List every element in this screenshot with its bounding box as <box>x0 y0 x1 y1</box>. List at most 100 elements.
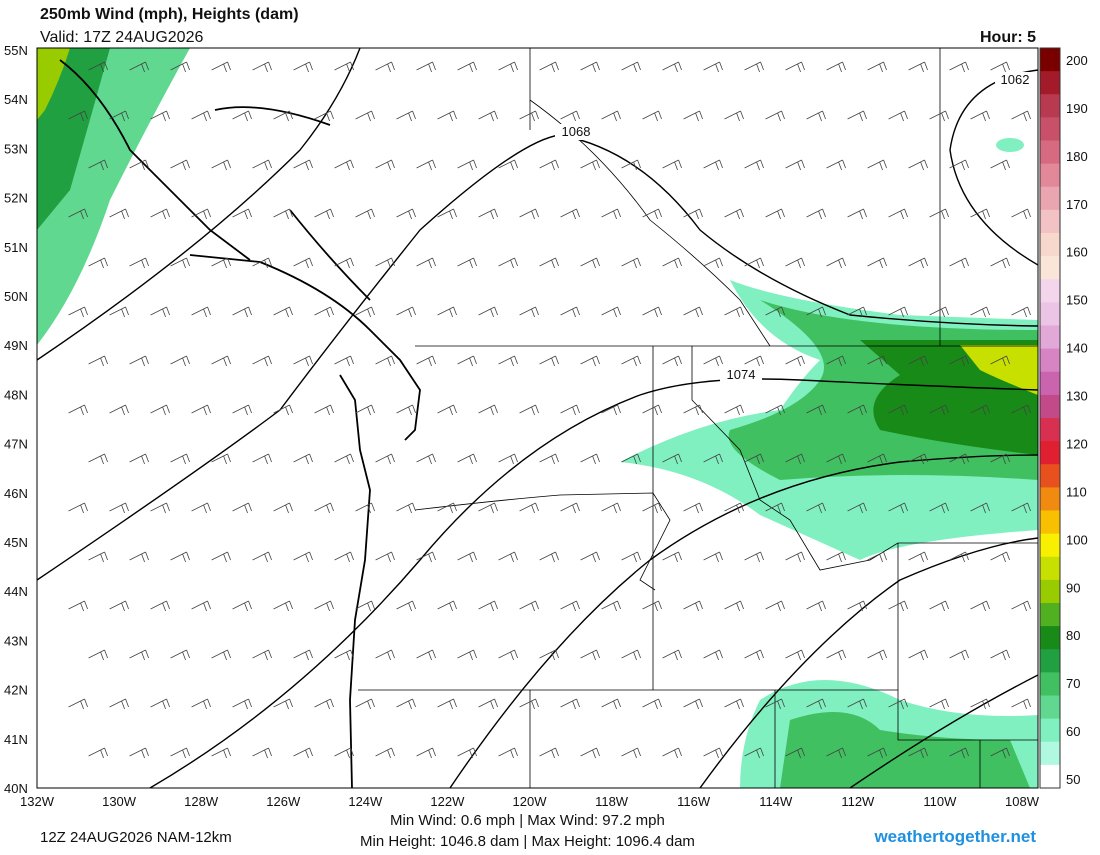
wind-barb <box>109 600 129 612</box>
wind-barb <box>88 159 108 171</box>
wind-barb <box>560 600 580 612</box>
wind-barb <box>293 257 313 269</box>
wind-barb <box>724 306 744 318</box>
wind-barb <box>847 502 867 514</box>
wind-barb <box>252 551 272 563</box>
wind-barb <box>273 306 293 318</box>
wind-barb <box>744 61 764 73</box>
wind-barb <box>867 159 887 171</box>
wind-barb <box>334 355 354 367</box>
lat-label: 45N <box>4 535 28 550</box>
valid-time: Valid: 17Z 24AUG2026 <box>40 29 203 46</box>
lat-label: 55N <box>4 43 28 58</box>
wind-barb <box>642 502 662 514</box>
wind-barb <box>888 698 908 710</box>
map-area: 1068 1074 1062 <box>37 48 1038 788</box>
wind-barb <box>191 208 211 220</box>
wind-barb <box>847 600 867 612</box>
wind-barb <box>129 159 149 171</box>
wind-barb <box>601 306 621 318</box>
colorbar-label: 70 <box>1066 676 1080 691</box>
wind-barb <box>724 110 744 122</box>
wind-barb <box>334 747 354 759</box>
wind-barb <box>109 502 129 514</box>
wind-barb <box>847 698 867 710</box>
wind-barb <box>519 698 539 710</box>
wind-barb <box>785 61 805 73</box>
wind-barb <box>375 649 395 661</box>
wind-barbs <box>68 61 1031 759</box>
colorbar-cell <box>1040 163 1060 188</box>
wind-barb <box>580 61 600 73</box>
wind-barb <box>765 698 785 710</box>
wind-barb <box>826 257 846 269</box>
wind-barb <box>539 551 559 563</box>
wind-barb <box>642 600 662 612</box>
colorbar-cell <box>1040 603 1060 627</box>
wind-barb <box>396 600 416 612</box>
wind-barb <box>826 159 846 171</box>
colorbar-frame <box>1039 47 1061 789</box>
wind-barb <box>191 306 211 318</box>
wind-barb <box>129 355 149 367</box>
wind-barb <box>437 110 457 122</box>
wind-barb <box>519 600 539 612</box>
wind-barb <box>580 257 600 269</box>
wind-barb <box>601 698 621 710</box>
wind-barb <box>990 551 1010 563</box>
wind-barb <box>519 404 539 416</box>
wind-barb <box>416 453 436 465</box>
wind-barb <box>232 502 252 514</box>
wind-barb <box>170 257 190 269</box>
wind-barb <box>744 453 764 465</box>
colorbar-cell <box>1040 510 1060 535</box>
wind-barb <box>498 61 518 73</box>
lon-label: 126W <box>266 794 301 809</box>
wind-barb <box>929 600 949 612</box>
wind-barb <box>129 453 149 465</box>
colorbar-cell <box>1040 71 1060 95</box>
wind-barb <box>150 698 170 710</box>
wind-barb <box>621 355 641 367</box>
wind-barb <box>232 600 252 612</box>
lon-label: 124W <box>348 794 383 809</box>
wind-barb <box>929 502 949 514</box>
wind-barb <box>88 747 108 759</box>
wind-barb <box>806 306 826 318</box>
lat-label: 40N <box>4 781 28 796</box>
colorbar-cell <box>1040 117 1060 141</box>
wind-barb <box>478 502 498 514</box>
wind-barb <box>437 698 457 710</box>
wind-barb <box>1011 208 1031 220</box>
lon-label: 110W <box>923 794 957 809</box>
wind-barb <box>744 747 764 759</box>
contour-label: 1062 <box>1001 72 1030 87</box>
wind-barb <box>724 208 744 220</box>
wind-barb <box>416 747 436 759</box>
wind-barb <box>888 208 908 220</box>
wind-barb <box>375 257 395 269</box>
wind-barb <box>334 649 354 661</box>
wind-barb <box>170 551 190 563</box>
wind-barb <box>498 551 518 563</box>
wind-barb <box>68 306 88 318</box>
wind-barb <box>170 61 190 73</box>
wind-barb <box>724 600 744 612</box>
wind-barb <box>601 600 621 612</box>
wind-barb <box>252 649 272 661</box>
lat-label: 49N <box>4 338 28 353</box>
wind-barb <box>970 600 990 612</box>
lon-label: 120W <box>513 794 548 809</box>
wind-barb <box>908 551 928 563</box>
wind-barb <box>990 649 1010 661</box>
wind-barb <box>826 747 846 759</box>
colorbar-cell <box>1040 256 1060 280</box>
wind-barb <box>437 306 457 318</box>
wind-barb <box>416 61 436 73</box>
wind-barb <box>847 110 867 122</box>
wind-barb <box>990 257 1010 269</box>
wind-barb <box>908 453 928 465</box>
wind-barb <box>68 110 88 122</box>
wind-barb <box>703 355 723 367</box>
colorbar-label: 50 <box>1066 772 1080 787</box>
